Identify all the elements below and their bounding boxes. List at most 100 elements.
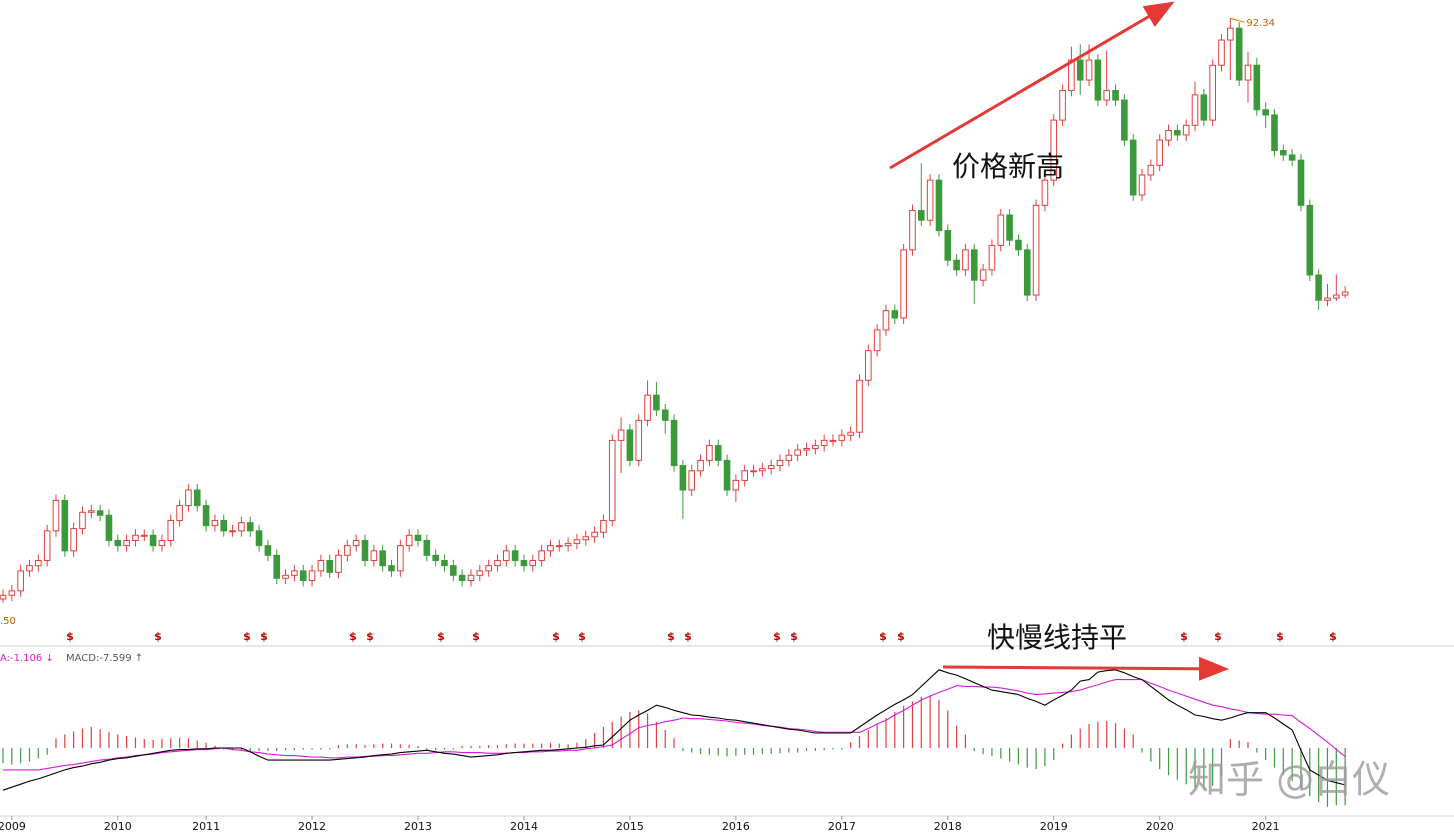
candle-body [1182,124,1190,136]
candle-body [732,479,740,491]
candle-body [1324,297,1331,301]
candle-body [820,439,828,447]
candle-body [555,545,563,548]
event-marker: $ [552,630,560,643]
candle-body [43,530,51,561]
candle-body [714,445,722,461]
x-tick-label: 2017 [828,820,856,833]
candle-body [591,531,598,538]
candle-body [379,550,386,567]
candle-body [1156,139,1164,166]
event-marker: $ [437,630,445,643]
candle-body [1288,154,1296,161]
trend-arrow [889,1,1175,170]
candle-body [291,570,298,576]
candle-body [299,570,307,581]
candle-body [140,534,148,537]
candle-body [335,554,342,573]
candle-body [114,539,122,547]
candle-body [661,409,669,421]
candle-body [255,530,263,547]
candle-body [1235,27,1243,81]
candle-body [670,419,678,467]
dif-line [2,669,1346,791]
candle-body [467,574,475,582]
event-marker: $ [349,630,357,643]
candle-body [759,468,766,472]
candle-body [1209,64,1216,121]
candle-body [653,394,660,411]
candle-body [494,559,501,567]
annotation: 价格新高 [952,150,1064,183]
candle-body [246,522,254,532]
candle-body [1332,294,1340,299]
candle-body [1174,129,1181,136]
candle-body [282,574,289,579]
x-tick-label: 2013 [404,820,432,833]
candle-body [723,459,731,491]
candle-body [458,574,466,582]
candle-body [1085,59,1093,81]
event-marker: $ [790,630,798,643]
event-marker: $ [1329,630,1337,643]
candle-body [1023,249,1031,296]
annotation: 快慢线持平 [987,621,1127,654]
candle-body [423,539,431,556]
event-marker: $ [243,630,251,643]
low-label: .50 [0,616,16,627]
x-tick-label: 2020 [1146,820,1174,833]
x-tick-label: 2012 [298,820,326,833]
candle-body [697,459,704,472]
event-marker: $ [684,630,692,643]
candle-body [917,210,925,221]
candle-body [962,249,969,271]
x-tick-label: 2018 [934,820,962,833]
macd-panel: A:-1.106 ↓ MACD:-7.599 ↑ 2009 2010 2011 2012 2… [0,653,1346,833]
candle-body [476,570,484,576]
candle-body [61,499,69,552]
event-marker: $ [260,630,268,643]
candle-body [582,536,590,541]
candle-body [0,594,7,600]
event-marker: $ [773,630,781,643]
candle-body [767,465,775,470]
candle-body [1059,89,1066,121]
candle-body [935,179,943,232]
candle-body [829,439,837,442]
candle-body [953,259,960,271]
candle-body [502,550,510,561]
candle-body [750,470,757,473]
candle-body [1138,174,1146,196]
candle-body [52,499,60,532]
candle-body [79,511,86,530]
candle-body [1112,89,1119,101]
candle-body [865,350,872,381]
candle-body [1103,89,1111,101]
candle-body [1191,94,1199,126]
candle-body [644,394,651,421]
event-marker: $ [897,630,905,643]
candle-body [238,522,245,532]
candle-body [1253,64,1261,111]
candle-body [388,565,395,572]
candle-body [882,310,890,331]
candle-body [847,431,854,436]
candle-body [909,210,916,251]
candle-body [979,269,987,281]
candle-body [529,559,537,567]
event-marker: $ [66,630,74,643]
candle-body [970,249,978,281]
event-marker: $ [667,630,675,643]
candle-body [1262,109,1269,116]
candle-body [926,179,934,221]
x-tick-label: 2021 [1252,820,1280,833]
candle-body [608,439,616,521]
candle-body [547,545,554,552]
candle-body [679,465,687,491]
candle-body [785,454,793,461]
candle-body [997,214,1005,246]
candle-body [87,510,95,513]
candle-body [485,565,492,572]
candle-body [988,244,996,271]
candle-body [1041,179,1049,206]
